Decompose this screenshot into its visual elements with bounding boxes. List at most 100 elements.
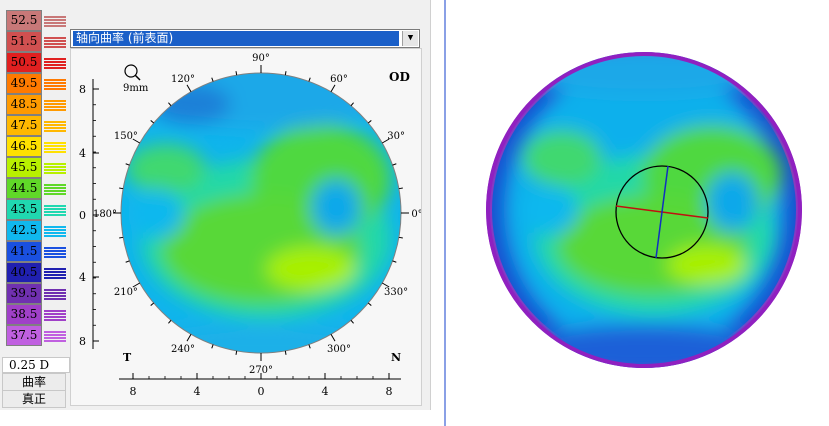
angle-labels: 90° 60° 30° 0° 330° 300° 270° 240° 210° 180° 150° 1… [93, 53, 423, 376]
scale-value: 38.5 [6, 304, 42, 325]
scale-swatch [44, 163, 66, 174]
color-scale: 52.5 51.5 50.5 49.5 48.5 47.5 46.5 45.5 44.5 43.5… [2, 10, 66, 346]
temporal-label: T [123, 351, 132, 364]
angle-tick [235, 71, 238, 76]
scale-value: 52.5 [6, 10, 42, 31]
scale-value: 48.5 [6, 94, 42, 115]
angle-tick [150, 120, 155, 124]
scale-value: 46.5 [6, 136, 42, 157]
y-tick-label: 4 [79, 147, 86, 160]
scale-value: 50.5 [6, 52, 42, 73]
axial-map-svg: 90° 60° 30° 0° 330° 300° 270° 240° 210° 180° 150° 1… [79, 53, 423, 398]
scale-row: 39.5 [2, 283, 66, 304]
scale-swatch [44, 121, 66, 132]
elevation-map [486, 52, 802, 368]
scale-row: 45.5 [2, 157, 66, 178]
scale-value: 44.5 [6, 178, 42, 199]
scale-value: 47.5 [6, 115, 42, 136]
angle-tick [367, 302, 372, 306]
scale-row: 52.5 [2, 10, 66, 31]
scale-swatch [44, 247, 66, 258]
scale-value: 43.5 [6, 199, 42, 220]
axial-map-area: 90° 60° 30° 0° 330° 300° 270° 240° 210° 180° 150° 1… [70, 48, 423, 406]
scale-step-label: 0.25 D [2, 357, 70, 373]
scale-row: 46.5 [2, 136, 66, 157]
y-axis-ticks: 8 4 0 4 8 [79, 83, 99, 348]
true-value-button[interactable]: 真正 [2, 390, 66, 408]
angle-tick [132, 282, 141, 288]
scale-value: 37.5 [6, 325, 42, 346]
angle-tick [211, 344, 214, 349]
steep-axis-line [655, 165, 669, 259]
x-tick-label: 8 [130, 385, 137, 398]
scale-row: 40.5 [2, 262, 66, 283]
angle-tick [392, 163, 397, 166]
angle-label: 120° [171, 74, 195, 85]
pupil-marker [615, 165, 709, 259]
scale-row: 47.5 [2, 115, 66, 136]
scale-value: 49.5 [6, 73, 42, 94]
zoom-label: 9mm [123, 83, 149, 94]
elevation-boundary [486, 52, 802, 368]
map-type-dropdown[interactable]: 轴向曲率 (前表面) ▼ [70, 29, 420, 48]
scale-value: 40.5 [6, 262, 42, 283]
scale-value: 42.5 [6, 220, 42, 241]
angle-tick [392, 260, 397, 263]
scale-swatch [44, 184, 66, 195]
y-tick-label: 8 [79, 335, 86, 348]
scale-value: 51.5 [6, 31, 42, 52]
angle-tick [308, 77, 311, 82]
scale-swatch [44, 16, 66, 27]
angle-tick [150, 302, 155, 306]
curvature-button[interactable]: 曲率 [2, 373, 66, 391]
angle-tick [398, 187, 403, 190]
scale-swatch [44, 268, 66, 279]
scale-value: 39.5 [6, 283, 42, 304]
x-tick-label: 0 [258, 385, 265, 398]
x-tick-label: 4 [194, 385, 201, 398]
map-type-value: 轴向曲率 (前表面) [73, 31, 399, 46]
scale-row: 42.5 [2, 220, 66, 241]
scale-row: 49.5 [2, 73, 66, 94]
angle-label: 180° [93, 209, 117, 220]
x-tick-label: 4 [322, 385, 329, 398]
angle-tick [330, 333, 336, 342]
y-tick-label: 4 [79, 271, 86, 284]
angle-tick [125, 260, 130, 263]
scale-row: 50.5 [2, 52, 66, 73]
scale-swatch [44, 331, 66, 342]
x-axis-ticks: 8 4 0 4 8 [130, 373, 393, 398]
angle-tick [186, 84, 192, 93]
scale-row: 41.5 [2, 241, 66, 262]
scale-row: 38.5 [2, 304, 66, 325]
angle-tick [119, 236, 124, 239]
angle-label: 90° [252, 53, 270, 64]
angle-label: 330° [384, 287, 408, 298]
scale-value: 45.5 [6, 157, 42, 178]
angle-tick [398, 236, 403, 239]
angle-tick [330, 84, 336, 93]
angle-tick [168, 102, 172, 107]
eye-label: OD [389, 70, 410, 84]
chevron-down-icon[interactable]: ▼ [402, 31, 418, 46]
angle-tick [211, 77, 214, 82]
angle-label: 60° [330, 74, 348, 85]
angle-tick [168, 319, 172, 324]
angle-label: 300° [327, 344, 351, 355]
angle-tick [284, 71, 287, 76]
angle-tick [186, 333, 192, 342]
scale-swatch [44, 58, 66, 69]
scale-value: 41.5 [6, 241, 42, 262]
x-tick-label: 8 [386, 385, 393, 398]
scale-swatch [44, 226, 66, 237]
scale-swatch [44, 310, 66, 321]
scale-swatch [44, 205, 66, 216]
angle-tick [132, 138, 141, 144]
zoom-icon[interactable] [124, 64, 141, 81]
angle-tick [125, 163, 130, 166]
angle-label: 0° [411, 209, 421, 220]
axial-heatmap [121, 73, 401, 353]
angle-label: 270° [249, 365, 273, 376]
angle-tick [381, 138, 390, 144]
scale-swatch [44, 289, 66, 300]
